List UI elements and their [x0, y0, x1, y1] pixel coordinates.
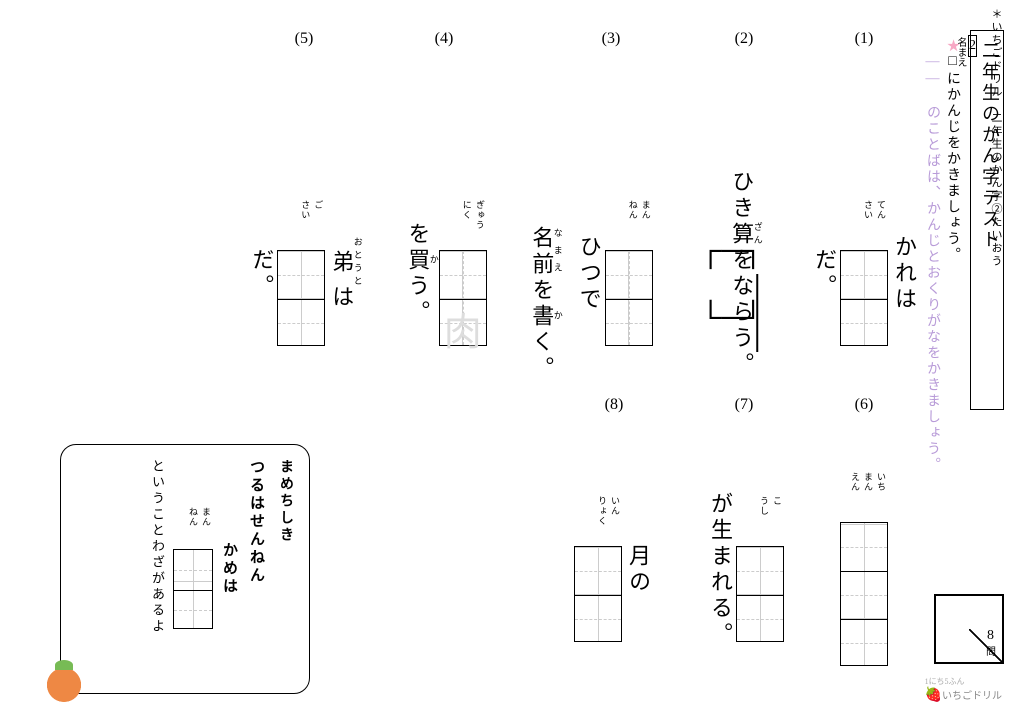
trv-furi-0: まん — [200, 507, 213, 547]
trivia-kanji-box[interactable] — [173, 549, 213, 629]
q2-bracket[interactable]: ┌─┐ └─┘ — [700, 234, 764, 335]
q4-post: を買かう。 — [401, 222, 439, 326]
instructions: □にかんじをかきましょう。 ―― のことばは、かんじとおくりがなをかきましょう。 — [922, 54, 962, 473]
q5-furi-0: ご — [312, 200, 325, 248]
q7-furi-0: こ — [771, 496, 784, 544]
question-6: (6) いち まん えん — [824, 420, 904, 720]
q2-num: (2) — [735, 30, 754, 48]
trivia-furigana: まん ねん — [201, 507, 213, 547]
instruction-2: ―― のことばは、かんじとおくりがなをかきましょう。 — [922, 54, 942, 473]
q4-num: (4) — [435, 30, 454, 48]
q1-pre: かれは — [888, 235, 920, 313]
question-4: (4) 肉 ぎゅう にく を買かう。 — [404, 54, 484, 494]
q1-kanji-box[interactable] — [840, 250, 888, 346]
score-total: 8 — [987, 628, 994, 644]
question-5: (5) 弟おとうとは ご さい だ。 — [264, 54, 344, 494]
title-number-box: 2 — [968, 35, 977, 57]
q7-furi-1: うし — [758, 496, 771, 544]
logo-text: いちごドリル — [942, 691, 1002, 702]
trivia-box: まめちしき つるはせんねん かめは まん ねん ということわざがあるよ — [60, 444, 310, 694]
score-box: 8 問 — [934, 594, 1004, 664]
q5-furigana: ご さい — [313, 200, 325, 248]
instr2b: かんじとおくりがなをかきましょう。 — [925, 201, 940, 473]
q3-furigana: まん ねん — [641, 200, 653, 248]
score-unit: 問 — [986, 643, 996, 658]
title-text: 二年生のかん字テスト — [977, 31, 1003, 409]
q3-furi-1: ねん — [627, 200, 640, 248]
q7-post: が生まれる。 — [704, 492, 736, 648]
q6-furigana: いち まん えん — [876, 472, 888, 520]
q1-furi-0: てん — [875, 200, 888, 248]
q1-post: だ。 — [808, 248, 840, 300]
q1-furigana: てん さい — [876, 200, 888, 248]
logo-tagline: 1にち5ふん — [925, 676, 1002, 687]
trivia-title: まめちしき — [275, 459, 295, 679]
question-8: (8) 月の いん りょく — [574, 420, 654, 720]
q4-hint-kanji: 肉 — [444, 301, 486, 356]
q3-furi-0: まん — [640, 200, 653, 248]
trivia-l1: つるはせんねん — [246, 459, 267, 679]
q7-furigana: こ うし — [772, 496, 784, 544]
q5-pre: 弟おとうとは — [325, 237, 363, 311]
q4-kanji-box[interactable]: 肉 — [439, 250, 487, 346]
q7-kanji-box[interactable] — [736, 546, 784, 642]
q6-furi-0: いち — [875, 472, 888, 520]
q7-num: (7) — [735, 396, 754, 414]
q6-furi-2: えん — [849, 472, 862, 520]
q4-furigana: ぎゅう にく — [475, 200, 487, 248]
berry-icon-small: 🍓 — [925, 688, 942, 703]
instr2a: ―― のことばは、 — [925, 54, 940, 201]
trv-furi-1: ねん — [187, 507, 200, 547]
q8-num: (8) — [605, 396, 624, 414]
q3-mid: ひつで — [573, 235, 605, 313]
q6-furi-1: まん — [862, 472, 875, 520]
q1-furi-1: さい — [862, 200, 875, 248]
q8-pre: 月の — [622, 544, 654, 596]
q6-kanji-box[interactable] — [840, 522, 888, 666]
q5-post: だ。 — [245, 248, 277, 300]
star-icon: ★ — [943, 36, 962, 55]
q5-furi-1: さい — [299, 200, 312, 248]
q8-furi-1: りょく — [596, 496, 609, 544]
title-block: 二年生のかん字テスト 2 名まえ — [970, 30, 1004, 410]
strawberry-icon — [45, 664, 83, 702]
instruction-1: □にかんじをかきましょう。 — [942, 54, 962, 473]
q6-num: (6) — [855, 396, 874, 414]
q5-num: (5) — [295, 30, 314, 48]
q3-post: 名前なまえを書かく。 — [525, 226, 563, 382]
q1-num: (1) — [855, 30, 874, 48]
q3-num: (3) — [602, 30, 621, 48]
q4-furi-1: にく — [461, 200, 474, 248]
trivia-l2: かめは — [219, 542, 240, 596]
q5-kanji-box[interactable] — [277, 250, 325, 346]
q8-kanji-box[interactable] — [574, 546, 622, 642]
q4-furi-0: ぎゅう — [474, 200, 487, 248]
question-7: (7) こ うし が生まれる。 — [704, 420, 784, 720]
q8-furi-0: いん — [609, 496, 622, 544]
trivia-l3: ということわざがあるよ — [148, 459, 167, 679]
logo: 1にち5ふん 🍓いちごドリル — [925, 676, 1002, 704]
q8-furigana: いん りょく — [610, 496, 622, 544]
q3-kanji-box[interactable] — [605, 250, 653, 346]
